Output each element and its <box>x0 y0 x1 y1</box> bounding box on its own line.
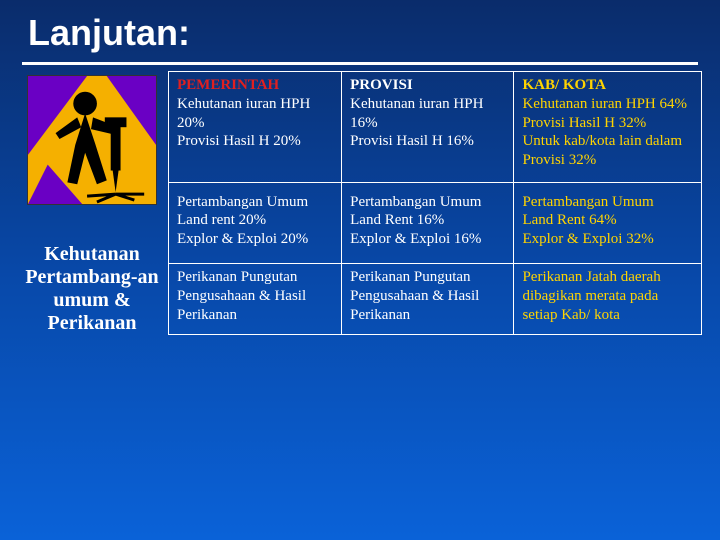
side-category-label: Kehutanan Pertambang-an umum & Perikanan <box>18 243 166 335</box>
text-line: Explor & Exploi 16% <box>350 230 505 249</box>
text-line: Explor & Exploi 20% <box>177 230 333 249</box>
text-line: Land Rent 64% <box>522 211 693 230</box>
text-line: Perikanan Jatah daerah dibagikan merata … <box>522 268 693 324</box>
cell-kabkota-kehutanan: KAB/ KOTA Kehutanan iuran HPH 64% Provis… <box>514 72 702 183</box>
table-row: PEMERINTAH Kehutanan iuran HPH 20% Provi… <box>169 72 702 183</box>
text-line: Land Rent 16% <box>350 211 505 230</box>
title-underline <box>22 62 698 65</box>
table-row: Pertambangan Umum Land rent 20% Explor &… <box>169 182 702 264</box>
text-line: Pertambangan Umum <box>350 193 505 212</box>
allocation-table: PEMERINTAH Kehutanan iuran HPH 20% Provi… <box>168 71 702 335</box>
content-area: Kehutanan Pertambang-an umum & Perikanan… <box>0 71 720 335</box>
text-line: Perikanan Pungutan Pengusahaan & Hasil P… <box>177 268 333 324</box>
clipart-jackhammer <box>27 75 157 205</box>
cell-kabkota-perikanan: Perikanan Jatah daerah dibagikan merata … <box>514 264 702 335</box>
cell-pemerintah-kehutanan: PEMERINTAH Kehutanan iuran HPH 20% Provi… <box>169 72 342 183</box>
text-line: Land rent 20% <box>177 211 333 230</box>
cell-kabkota-pertambangan: Pertambangan Umum Land Rent 64% Explor &… <box>514 182 702 264</box>
text-line: Pertambangan Umum <box>177 193 333 212</box>
text-line: Provisi Hasil H 32% <box>522 114 693 133</box>
header-kabkota: KAB/ KOTA <box>522 76 693 95</box>
slide-title: Lanjutan: <box>0 0 720 62</box>
cell-provisi-perikanan: Perikanan Pungutan Pengusahaan & Hasil P… <box>342 264 514 335</box>
header-provisi: PROVISI <box>350 76 505 95</box>
text-line: Untuk kab/kota lain dalam Provisi 32% <box>522 132 693 170</box>
text-line: Perikanan Pungutan Pengusahaan & Hasil P… <box>350 268 505 324</box>
text-line: Explor & Exploi 32% <box>522 230 693 249</box>
text-line: Kehutanan iuran HPH 16% <box>350 95 505 133</box>
left-column: Kehutanan Pertambang-an umum & Perikanan <box>18 71 166 335</box>
text-line: Kehutanan iuran HPH 64% <box>522 95 693 114</box>
text-line: Provisi Hasil H 16% <box>350 132 505 151</box>
cell-provisi-pertambangan: Pertambangan Umum Land Rent 16% Explor &… <box>342 182 514 264</box>
cell-pemerintah-pertambangan: Pertambangan Umum Land rent 20% Explor &… <box>169 182 342 264</box>
text-line: Kehutanan iuran HPH 20% <box>177 95 333 133</box>
cell-pemerintah-perikanan: Perikanan Pungutan Pengusahaan & Hasil P… <box>169 264 342 335</box>
text-line: Pertambangan Umum <box>522 193 693 212</box>
cell-provisi-kehutanan: PROVISI Kehutanan iuran HPH 16% Provisi … <box>342 72 514 183</box>
table-row: Perikanan Pungutan Pengusahaan & Hasil P… <box>169 264 702 335</box>
header-pemerintah: PEMERINTAH <box>177 76 333 95</box>
text-line: Provisi Hasil H 20% <box>177 132 333 151</box>
